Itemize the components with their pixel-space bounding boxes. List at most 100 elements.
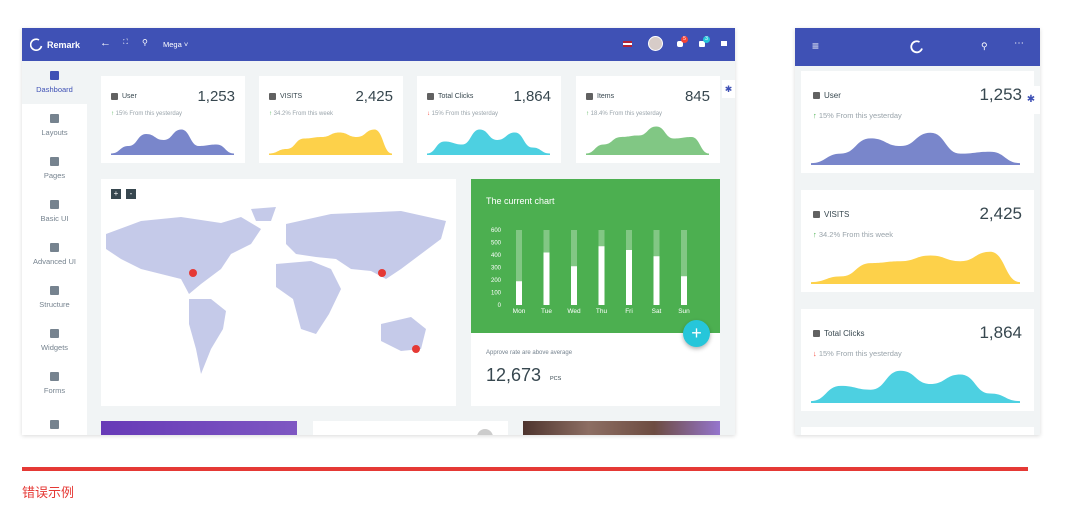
sidebar: Dashboard Layouts Pages Basic UI Advanced UI… (22, 61, 87, 435)
back-arrow-icon[interactable]: ← (100, 37, 111, 49)
stat-card-total-clicks: Total Clicks 1,864 ↓ 15% From this yeste… (801, 309, 1034, 411)
sidebar-item-dashboard[interactable]: Dashboard (22, 61, 87, 104)
list-icon (586, 93, 593, 100)
stat-card-items: Items 845 ↑ 18.4% From this yesterday (576, 76, 720, 163)
x-tick-label: Fri (625, 308, 633, 315)
sparkline-chart (586, 126, 709, 155)
bar-mon[interactable] (516, 281, 522, 305)
bar-sat[interactable] (653, 256, 660, 305)
mega-menu[interactable]: Mega ˅ (163, 40, 189, 49)
chat-icon[interactable] (721, 41, 727, 46)
stat-label-text: User (122, 93, 137, 100)
y-tick-label: 300 (491, 266, 502, 272)
avatar[interactable] (648, 36, 663, 51)
brand-name[interactable]: Remark (47, 40, 81, 50)
bar-chart: 600 500 400 300 200 100 0 Mon Tue Wed Thu Fri Sat Sun (491, 228, 690, 315)
stat-change-text: 34.2% From this week (273, 111, 334, 117)
map-australia (381, 317, 426, 351)
bar-fri[interactable] (626, 250, 632, 305)
bar-thu[interactable] (598, 246, 605, 305)
x-tick-label: Tue (541, 308, 552, 315)
trend-up-arrow-icon: ↑ (269, 111, 272, 117)
hamburger-menu-icon[interactable]: ≡ (812, 39, 820, 53)
settings-gear-icon[interactable]: ✱ (722, 80, 735, 98)
stat-change: ↑ 15% From this yesterday (111, 111, 182, 117)
sparkline-area (427, 129, 550, 155)
sidebar-item-structure[interactable]: Structure (22, 276, 87, 319)
stat-card-visits: VISITS 2,425 ↑ 34.2% From this week (259, 76, 403, 163)
desktop-dashboard: Remark ← ⛶ ⚲ Mega ˅ 5 3 Dashboard Layouts… (22, 28, 735, 435)
us-flag-icon[interactable] (623, 41, 632, 47)
stat-value: 845 (684, 88, 710, 105)
settings-gear-icon[interactable]: ✱ (1022, 86, 1040, 114)
trend-up-arrow-icon: ↑ (813, 230, 817, 239)
sparkline-chart (427, 129, 550, 155)
profile-avatar (477, 429, 493, 435)
bar-tue[interactable] (543, 252, 550, 306)
flash-icon (813, 211, 820, 218)
stat-change: ↑ 18.4% From this yesterday (586, 111, 662, 117)
sidebar-item-pages[interactable]: Pages (22, 147, 87, 190)
sparkline-chart (811, 132, 1020, 165)
trend-down-arrow-icon: ↓ (813, 349, 817, 358)
sidebar-item-label: Widgets (40, 343, 69, 352)
flash-icon (269, 93, 276, 100)
search-icon[interactable]: ⚲ (981, 41, 988, 51)
stat-label: User (111, 93, 137, 100)
bar-sun[interactable] (681, 276, 687, 305)
mega-label: Mega (163, 40, 182, 49)
y-tick-label: 400 (491, 253, 502, 259)
bar-wed[interactable] (571, 266, 577, 305)
chart-title: The current chart (486, 196, 555, 206)
sparkline-chart (269, 129, 392, 155)
stat-value: 1,864 (979, 323, 1022, 342)
stat-change: ↑ 15% From this yesterday (813, 111, 902, 120)
stat-label-text: VISITS (824, 210, 850, 219)
stat-label-text: User (824, 91, 841, 100)
map-marker-new-york[interactable] (189, 269, 197, 277)
map-marker-sydney[interactable] (412, 345, 420, 353)
stat-card (801, 427, 1034, 435)
y-tick-label: 600 (491, 228, 502, 234)
x-tick-label: Sat (652, 308, 662, 315)
map-zoom-in-button[interactable]: + (111, 189, 121, 199)
sparkline-area (811, 251, 1020, 284)
bell-icon[interactable] (677, 41, 683, 47)
sidebar-item-label: Dashboard (36, 85, 73, 94)
world-map[interactable] (101, 199, 456, 399)
stat-change-text: 18.4% From this yesterday (590, 111, 663, 117)
sidebar-item-layouts[interactable]: Layouts (22, 104, 87, 147)
x-tick-label: Wed (567, 308, 581, 315)
purple-card (101, 421, 297, 435)
caption-text: 错误示例 (22, 486, 75, 501)
search-icon[interactable]: ⚲ (142, 38, 148, 47)
palette-icon (50, 200, 59, 209)
envelope-icon[interactable] (699, 41, 705, 47)
sparkline-area (111, 129, 234, 155)
sparkline-area (269, 129, 392, 155)
divider-line (22, 467, 1028, 471)
fullscreen-icon[interactable]: ⛶ (123, 39, 128, 46)
stat-label: VISITS (813, 210, 849, 219)
sparkline-chart (811, 251, 1020, 284)
map-zoom-out-button[interactable]: - (126, 189, 136, 199)
brand-logo-icon[interactable] (910, 40, 924, 54)
sparkline-area (586, 126, 709, 155)
map-africa (276, 261, 341, 334)
sidebar-item-more[interactable] (22, 405, 87, 435)
sidebar-item-basic-ui[interactable]: Basic UI (22, 190, 87, 233)
trend-up-arrow-icon: ↑ (813, 111, 817, 120)
stat-label: Total Clicks (427, 93, 473, 100)
x-tick-label: Mon (513, 308, 526, 315)
map-marker-beijing[interactable] (378, 269, 386, 277)
layouts-icon (50, 114, 59, 123)
add-fab-button[interactable]: + (683, 320, 710, 347)
user-icon (813, 92, 820, 99)
chart-panel: The current chart 600 500 400 300 200 100 0 Mon… (471, 179, 720, 333)
sidebar-item-widgets[interactable]: Widgets (22, 319, 87, 362)
more-icon[interactable]: ⋯ (1014, 38, 1024, 49)
stat-label-text: Total Clicks (438, 93, 474, 100)
sidebar-item-forms[interactable]: Forms (22, 362, 87, 405)
sidebar-item-advanced-ui[interactable]: Advanced UI (22, 233, 87, 276)
approve-rate-text: Approve rate are above average (486, 350, 573, 356)
